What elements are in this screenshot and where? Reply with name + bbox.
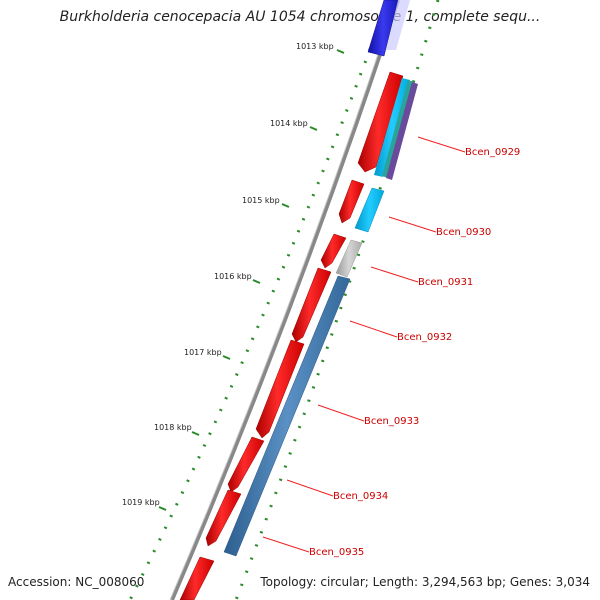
outer-dot-ring <box>128 0 390 600</box>
kbp-label: 1013 kbp <box>296 42 334 51</box>
gene-label[interactable]: Bcen_0930 <box>436 227 491 238</box>
reverse-strand-features <box>223 0 418 557</box>
gene-label[interactable]: Bcen_0933 <box>364 416 419 427</box>
leader-line <box>349 320 398 338</box>
cds-feature[interactable] <box>227 436 265 493</box>
kbp-label: 1015 kbp <box>242 196 280 205</box>
cds-feature[interactable] <box>255 339 305 439</box>
gene-label[interactable]: Bcen_0932 <box>397 332 452 343</box>
gene-label[interactable]: Bcen_0935 <box>309 547 364 558</box>
cyan-feature[interactable] <box>354 187 385 233</box>
kbp-label: 1018 kbp <box>154 423 192 432</box>
kbp-tick-1016 <box>252 279 261 284</box>
leader-line <box>388 216 437 233</box>
gene-label[interactable]: Bcen_0929 <box>465 147 520 158</box>
light-blue-feature[interactable] <box>386 0 410 50</box>
cds-feature[interactable] <box>179 556 215 600</box>
leader-line <box>370 266 419 283</box>
kbp-tick-1017 <box>222 355 231 360</box>
leader-line <box>417 136 466 153</box>
forward-strand-features <box>179 71 404 600</box>
kbp-tick-marks <box>158 49 345 511</box>
kbp-label: 1014 kbp <box>270 119 308 128</box>
gene-labels: Bcen_0929 Bcen_0930 Bcen_0931 Bcen_0932 … <box>309 147 520 558</box>
kbp-label: 1016 kbp <box>214 272 252 281</box>
leader-line <box>286 479 334 497</box>
kbp-label: 1019 kbp <box>122 498 160 507</box>
cds-feature[interactable] <box>205 489 242 547</box>
genome-summary-text: Topology: circular; Length: 3,294,563 bp… <box>260 575 590 589</box>
gray-feature[interactable] <box>335 239 363 278</box>
cds-feature[interactable] <box>320 233 347 269</box>
kbp-tick-1014 <box>309 126 318 131</box>
steel-blue-feature[interactable] <box>223 275 351 557</box>
cyan-feature[interactable] <box>374 78 410 177</box>
blue-feature[interactable] <box>367 0 399 57</box>
purple-feature[interactable] <box>386 82 418 180</box>
kbp-tick-1015 <box>281 203 290 208</box>
cds-feature[interactable] <box>357 71 404 173</box>
kbp-tick-1019 <box>158 506 167 511</box>
chromosome-backbone <box>170 0 400 600</box>
kbp-tick-1018 <box>191 431 200 436</box>
accession-text: Accession: NC_008060 <box>8 575 145 589</box>
cds-feature[interactable] <box>291 267 332 343</box>
map-title: Burkholderia cenocepacia AU 1054 chromos… <box>59 9 541 25</box>
leader-line <box>317 404 365 422</box>
kbp-labels: 1013 kbp 1014 kbp 1015 kbp 1016 kbp 1017… <box>122 42 334 507</box>
cds-feature[interactable] <box>338 179 365 224</box>
gene-label[interactable]: Bcen_0931 <box>418 277 473 288</box>
kbp-label: 1017 kbp <box>184 348 222 357</box>
leader-line <box>262 536 310 553</box>
gene-leaders <box>262 136 466 553</box>
gene-label[interactable]: Bcen_0934 <box>333 491 388 502</box>
chromosome-backbone-highlight <box>169 0 397 600</box>
kbp-tick-1013 <box>336 49 345 54</box>
